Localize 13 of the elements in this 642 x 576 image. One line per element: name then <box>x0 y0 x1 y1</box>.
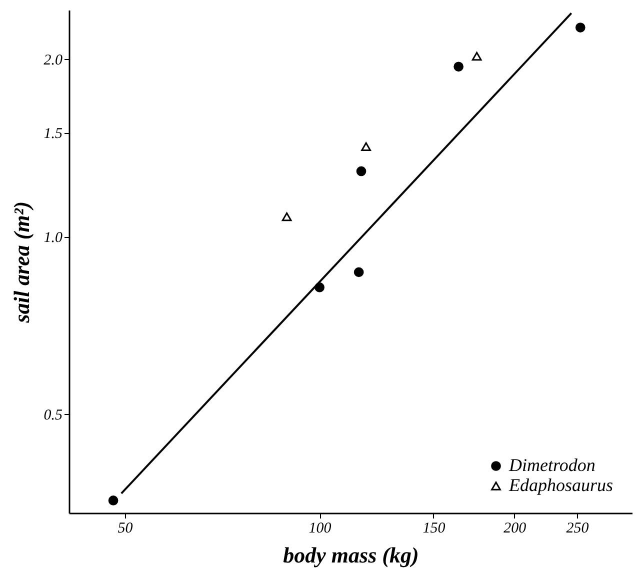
y-axis-title: sail area (m²) <box>8 201 34 324</box>
x-tick-label: 150 <box>422 520 446 536</box>
legend-label: Edaphosaurus <box>508 475 614 495</box>
x-axis-title: body mass (kg) <box>283 542 419 568</box>
x-tick-label: 200 <box>504 520 527 536</box>
y-tick-label: 1.0 <box>44 230 63 246</box>
legend-label: Dimetrodon <box>508 455 596 475</box>
x-tick-label: 250 <box>566 520 590 536</box>
y-tick-label: 1.5 <box>44 126 63 142</box>
x-tick-label: 100 <box>308 520 332 536</box>
x-tick-label: 50 <box>118 520 134 536</box>
y-tick-label: 2.0 <box>44 52 63 68</box>
y-tick-label: 0.5 <box>44 408 63 424</box>
